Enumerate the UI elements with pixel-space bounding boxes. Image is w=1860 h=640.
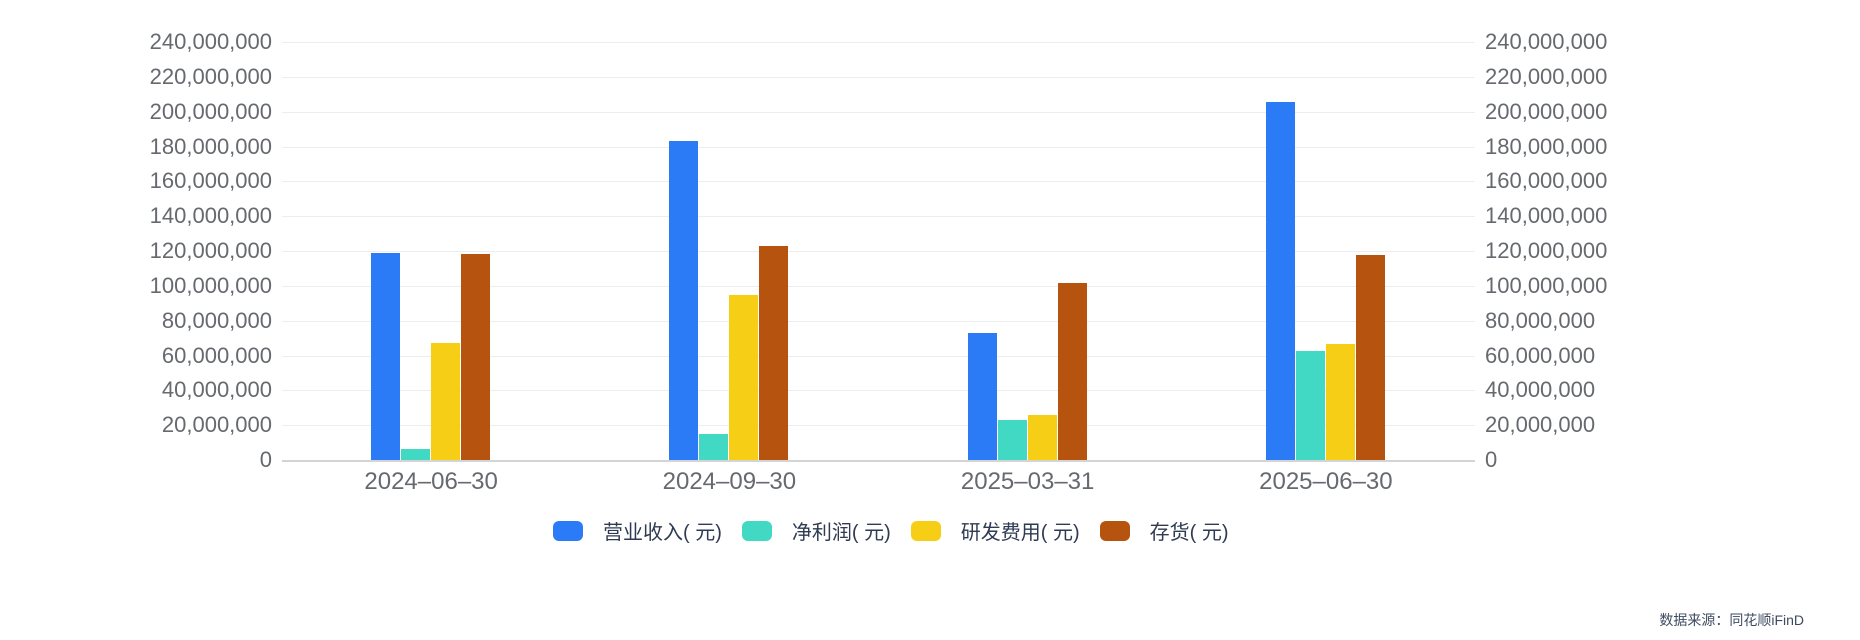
bar-series-1-cat-3 — [967, 332, 997, 460]
gridline — [282, 181, 1475, 183]
y-tick-label: 220,000,000 — [149, 63, 272, 89]
bar-series-3-cat-1 — [431, 343, 461, 460]
bar-series-2-cat-3 — [997, 419, 1027, 460]
legend: 营业收入( 元) 净利润( 元) 研发费用( 元) 存货( 元) — [553, 516, 1249, 545]
y-tick-label: 40,000,000 — [1485, 377, 1596, 403]
gridline — [282, 111, 1475, 113]
legend-item-2[interactable]: 净利润( 元) — [741, 516, 891, 545]
y-tick-label: 140,000,000 — [1485, 203, 1608, 229]
bar-series-2-cat-1 — [401, 448, 431, 460]
bar-series-1-cat-2 — [669, 141, 699, 460]
x-axis-line — [282, 460, 1475, 462]
bar-series-3-cat-3 — [1027, 414, 1057, 460]
gridline — [282, 216, 1475, 218]
bar-series-3-cat-2 — [729, 294, 759, 460]
y-tick-label: 220,000,000 — [1485, 63, 1608, 89]
legend-item-label: 研发费用( 元) — [960, 522, 1080, 544]
y-tick-label: 200,000,000 — [1485, 98, 1608, 124]
gridline — [282, 146, 1475, 148]
bar-series-1-cat-1 — [371, 252, 401, 460]
gridline — [282, 320, 1475, 322]
x-tick-label: 2024–06–30 — [364, 468, 498, 495]
data-source-note: 数据来源：同花顺iFinD — [1659, 612, 1804, 628]
bar-series-4-cat-2 — [759, 245, 789, 460]
gridline — [282, 251, 1475, 252]
x-tick-label: 2025–06–30 — [1259, 468, 1393, 495]
bar-series-4-cat-4 — [1355, 255, 1385, 460]
legend-item-3[interactable]: 研发费用( 元) — [910, 516, 1080, 545]
y-tick-label: 0 — [259, 447, 272, 472]
bar-series-1-cat-4 — [1265, 102, 1295, 460]
gridline — [282, 425, 1475, 427]
legend-swatch-icon — [910, 520, 941, 541]
y-tick-label: 120,000,000 — [149, 238, 272, 263]
bar-series-3-cat-4 — [1325, 344, 1355, 460]
y-tick-label: 120,000,000 — [1485, 238, 1608, 263]
bar-series-4-cat-1 — [461, 253, 491, 460]
y-tick-label: 180,000,000 — [1485, 133, 1608, 159]
y-tick-label: 160,000,000 — [149, 168, 272, 194]
legend-swatch-icon — [1099, 520, 1130, 541]
legend-item-1[interactable]: 营业收入( 元) — [553, 516, 722, 545]
y-tick-label: 100,000,000 — [1485, 272, 1608, 298]
legend-item-label: 净利润( 元) — [791, 522, 891, 544]
gridline — [282, 390, 1475, 392]
y-tick-label: 160,000,000 — [1485, 168, 1608, 194]
bar-series-2-cat-2 — [699, 433, 729, 460]
bar-series-4-cat-3 — [1057, 283, 1087, 460]
y-tick-label: 0 — [1485, 447, 1498, 472]
bar-series-2-cat-4 — [1295, 351, 1325, 460]
y-tick-label: 20,000,000 — [1485, 412, 1596, 438]
y-tick-label: 80,000,000 — [161, 307, 272, 333]
legend-swatch-icon — [553, 520, 583, 541]
y-tick-label: 60,000,000 — [1485, 342, 1596, 368]
x-tick-label: 2024–09–30 — [662, 468, 797, 495]
legend-item-label: 营业收入( 元) — [603, 522, 722, 544]
legend-swatch-icon — [741, 520, 772, 541]
y-tick-label: 20,000,000 — [161, 412, 272, 438]
gridline — [282, 76, 1475, 78]
y-tick-label: 40,000,000 — [161, 377, 272, 403]
y-tick-label: 180,000,000 — [149, 133, 272, 159]
y-tick-label: 200,000,000 — [149, 98, 272, 124]
y-tick-label: 100,000,000 — [149, 272, 272, 298]
x-tick-label: 2025–03–31 — [960, 468, 1095, 495]
gridline — [282, 355, 1475, 357]
legend-item-4[interactable]: 存货( 元) — [1099, 516, 1229, 545]
y-tick-label: 240,000,000 — [149, 29, 272, 54]
y-tick-label: 240,000,000 — [1485, 29, 1608, 54]
gridline — [282, 42, 1475, 43]
y-tick-label: 80,000,000 — [1485, 307, 1596, 333]
gridline — [282, 285, 1475, 287]
legend-item-label: 存货( 元) — [1149, 522, 1229, 544]
y-tick-label: 60,000,000 — [161, 342, 272, 368]
y-tick-label: 140,000,000 — [149, 203, 272, 229]
